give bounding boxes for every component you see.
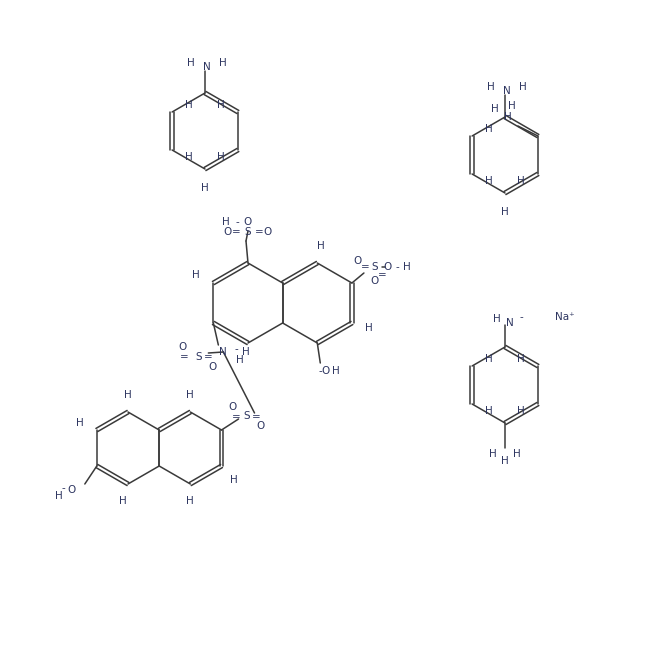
Text: H: H (485, 406, 493, 416)
Text: -: - (519, 312, 523, 322)
Text: H: H (365, 323, 373, 333)
Text: H: H (508, 101, 516, 111)
Text: H: H (517, 176, 525, 186)
Text: O: O (224, 227, 232, 237)
Text: N: N (203, 62, 211, 72)
Text: H: H (201, 183, 209, 193)
Text: N: N (506, 318, 514, 328)
Text: H: H (230, 475, 238, 485)
Text: H: H (186, 496, 194, 506)
Text: O: O (178, 342, 186, 352)
Text: H: H (119, 496, 127, 506)
Text: H: H (403, 262, 411, 272)
Text: H: H (504, 112, 512, 122)
Text: H: H (485, 176, 493, 186)
Text: H: H (76, 418, 84, 428)
Text: H: H (187, 58, 195, 68)
Text: O: O (228, 402, 237, 412)
Text: -: - (234, 344, 238, 354)
Text: H: H (493, 314, 501, 324)
Text: S: S (372, 262, 378, 272)
Text: H: H (124, 390, 132, 400)
Text: -: - (319, 366, 322, 376)
Text: H: H (519, 82, 527, 92)
Text: -: - (235, 217, 239, 227)
Text: H: H (243, 347, 251, 357)
Text: H: H (513, 449, 521, 459)
Text: H: H (55, 491, 63, 501)
Text: S: S (245, 227, 251, 237)
Text: O: O (208, 362, 217, 372)
Text: H: H (491, 104, 499, 114)
Text: N: N (503, 86, 511, 96)
Text: O: O (371, 276, 379, 286)
Text: =: = (361, 262, 369, 272)
Text: S: S (243, 411, 250, 421)
Text: O: O (354, 256, 362, 266)
Text: O: O (67, 485, 76, 495)
Text: O: O (321, 366, 330, 376)
Text: S: S (195, 352, 202, 362)
Text: N: N (219, 347, 227, 357)
Text: =: = (378, 270, 386, 280)
Text: =: = (232, 227, 240, 237)
Text: O: O (256, 421, 265, 431)
Text: H: H (217, 100, 225, 110)
Text: H: H (219, 58, 227, 68)
Text: =: = (180, 352, 189, 362)
Text: -: - (395, 262, 398, 272)
Text: -: - (62, 483, 66, 493)
Text: H: H (193, 270, 201, 280)
Text: H: H (517, 406, 525, 416)
Text: H: H (485, 124, 493, 134)
Text: =: = (232, 412, 241, 422)
Text: =: = (204, 352, 213, 362)
Text: H: H (185, 100, 193, 110)
Text: H: H (186, 390, 194, 400)
Text: Na⁺: Na⁺ (555, 312, 575, 322)
Text: H: H (501, 207, 509, 217)
Text: H: H (217, 152, 225, 162)
Text: O: O (244, 217, 252, 227)
Text: H: H (222, 217, 230, 227)
Text: H: H (236, 355, 244, 365)
Text: H: H (487, 82, 495, 92)
Text: =: = (252, 412, 261, 422)
Text: O: O (384, 262, 392, 272)
Text: H: H (489, 449, 497, 459)
Text: H: H (501, 456, 509, 466)
Text: H: H (517, 354, 525, 364)
Text: H: H (485, 354, 493, 364)
Text: H: H (332, 366, 340, 376)
Text: =: = (254, 227, 263, 237)
Text: O: O (264, 227, 272, 237)
Text: H: H (317, 241, 325, 251)
Text: H: H (185, 152, 193, 162)
